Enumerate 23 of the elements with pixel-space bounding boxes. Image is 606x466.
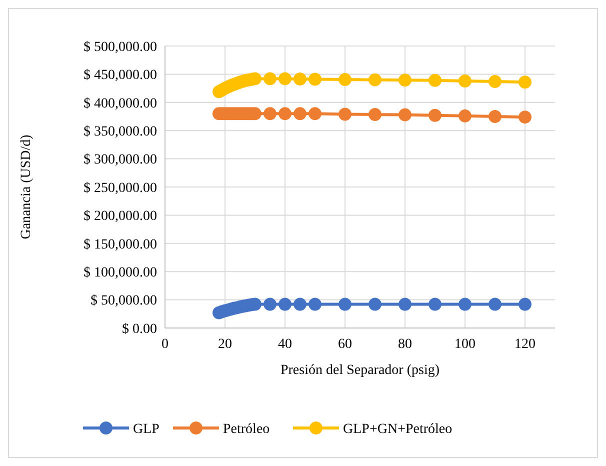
x-tick-label: 40 <box>278 337 292 352</box>
y-tick-label: $ 300,000.00 <box>84 152 157 168</box>
y-tick-label: $ 0.00 <box>122 322 157 337</box>
x-axis-title: Presión del Separador (psig) <box>280 363 440 378</box>
legend-label: GLP <box>133 422 160 437</box>
legend-label: Petróleo <box>223 422 270 437</box>
x-tick-label: 80 <box>398 337 412 352</box>
y-axis-title: Ganancia (USD/d) <box>19 134 34 240</box>
y-tick-label: $ 350,000.00 <box>84 124 157 140</box>
legend-label: GLP+GN+Petróleo <box>343 422 452 437</box>
y-tick-label: $ 500,000.00 <box>84 40 157 55</box>
y-tick-label: $ 400,000.00 <box>84 96 157 112</box>
x-tick-label: 100 <box>454 337 476 352</box>
y-tick-label: $ 250,000.00 <box>84 180 157 196</box>
y-tick-label: $ 150,000.00 <box>84 237 157 252</box>
y-tick-label: $ 450,000.00 <box>84 68 157 84</box>
x-tick-label: 0 <box>162 337 168 352</box>
y-tick-label: $ 200,000.00 <box>84 209 157 224</box>
x-tick-label: 20 <box>218 337 232 352</box>
x-tick-label: 120 <box>514 337 536 352</box>
y-tick-label: $ 50,000.00 <box>90 294 157 309</box>
y-tick-label: $ 100,000.00 <box>84 266 157 280</box>
x-tick-label: 60 <box>338 337 352 352</box>
